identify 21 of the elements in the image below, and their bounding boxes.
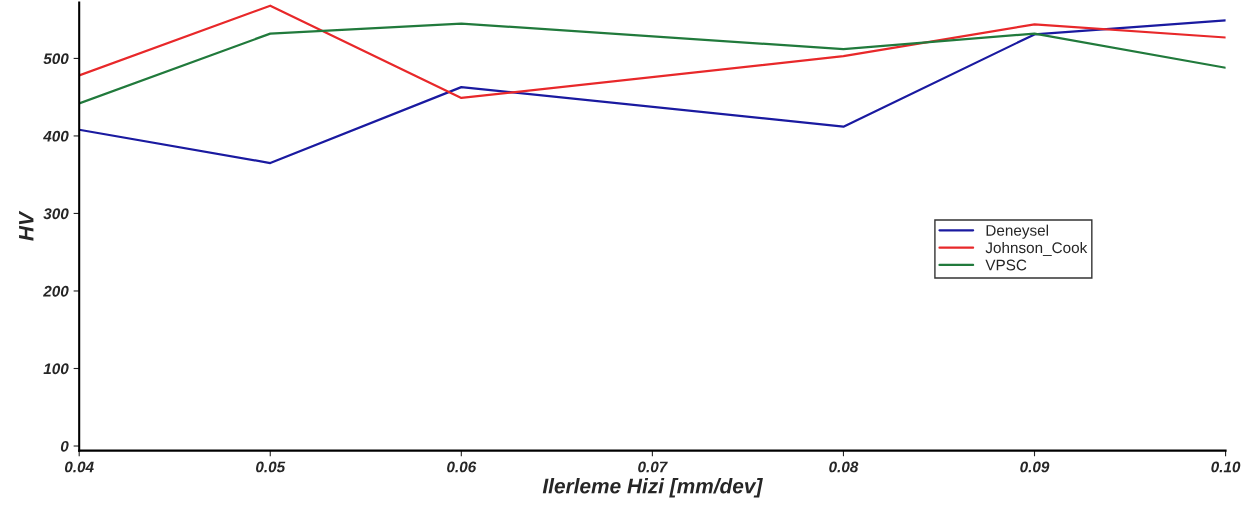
y-tick-label: 400 (43, 130, 69, 142)
x-tick-label: 0.09 (1020, 461, 1050, 473)
x-tick-label: 0.04 (64, 461, 94, 473)
x-tick-label: 0.10 (1211, 461, 1241, 473)
legend-label: Johnson_Cook (985, 241, 1088, 257)
x-tick-label: 0.06 (447, 461, 477, 473)
line-series (79, 22, 1226, 105)
y-tick-label: 300 (43, 208, 69, 220)
x-axis-title: Ilerleme Hizi [mm/dev] (542, 478, 763, 498)
line-series (79, 19, 1226, 165)
y-tick-label: 0 (60, 440, 69, 452)
y-tick-label: 100 (43, 363, 69, 375)
y-tick-label: 500 (43, 53, 69, 65)
x-tick-label: 0.08 (829, 461, 859, 473)
y-axis-title: HV (19, 210, 34, 241)
x-tick-label: 0.05 (256, 461, 286, 473)
y-tick-label: 200 (43, 285, 69, 297)
legend-label: Deneysel (986, 224, 1048, 239)
x-tick-label: 0.07 (638, 461, 668, 473)
legend-label: VPSC (985, 259, 1027, 271)
line-series (79, 4, 1226, 100)
